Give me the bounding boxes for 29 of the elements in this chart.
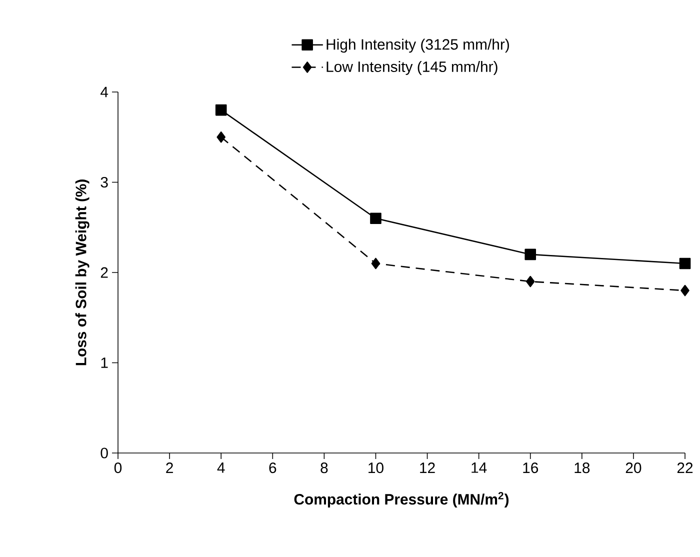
- point: [370, 212, 382, 224]
- point: [680, 284, 690, 296]
- y-tick-label: 1: [101, 358, 108, 368]
- x-tick-label: 18: [574, 462, 590, 474]
- x-tick-label: 8: [320, 462, 328, 474]
- x-tick-label: 2: [166, 462, 173, 473]
- y-tick-label: 3: [100, 176, 108, 188]
- x-tick-label: 0: [114, 462, 122, 474]
- x-tick-label: 16: [523, 462, 538, 474]
- x-tick-label: 20: [626, 462, 642, 474]
- x-tick-label: 14: [472, 462, 487, 473]
- y-tick-label: 4: [100, 86, 108, 98]
- y-tick-label: 0: [100, 448, 108, 458]
- x-axis-title: Compaction Pressure (MN/m$^{2}$): [294, 492, 509, 508]
- y-axis-title: Loss of Soil by Weight (%): [75, 180, 90, 366]
- point: [371, 258, 380, 270]
- legend-label: Low Intensity (145 mm/hr): [326, 61, 498, 75]
- x-tick-label: 6: [269, 462, 276, 474]
- y-tick-label: 2: [100, 267, 108, 278]
- legend-label: High Intensity (3125 mm/hr): [326, 38, 509, 53]
- point: [216, 131, 226, 143]
- x-tick-label: 12: [420, 462, 435, 473]
- x-tick-label: 4: [217, 462, 225, 473]
- x-tick-label: 10: [368, 462, 384, 474]
- point: [524, 248, 536, 260]
- point: [215, 104, 227, 116]
- point: [526, 276, 535, 288]
- x-tick-label: 22: [677, 462, 693, 473]
- point: [679, 258, 691, 270]
